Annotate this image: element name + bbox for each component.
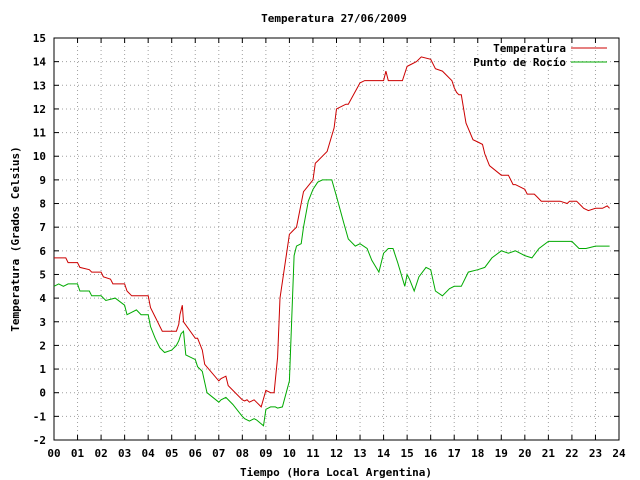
y-tick-label: 3 [39,316,46,329]
x-tick-label: 05 [165,447,178,460]
y-tick-label: -1 [33,410,47,423]
x-tick-label: 06 [189,447,203,460]
y-tick-label: 12 [33,103,46,116]
x-tick-label: 00 [47,447,60,460]
x-tick-label: 08 [236,447,249,460]
grid [54,38,619,440]
x-tick-label: 07 [212,447,225,460]
x-tick-label: 23 [589,447,602,460]
x-tick-label: 12 [330,447,343,460]
y-tick-label: 6 [39,245,46,258]
y-tick-label: 10 [33,150,46,163]
x-tick-label: 09 [259,447,272,460]
x-tick-label: 19 [495,447,508,460]
x-axis-label: Tiempo (Hora Local Argentina) [240,466,432,479]
y-tick-label: 4 [39,292,46,305]
y-tick-label: 7 [39,221,46,234]
legend-label-temperatura: Temperatura [493,42,566,55]
x-tick-label: 22 [565,447,578,460]
y-tick-label: 11 [33,127,47,140]
y-axis-label: Temperatura (Grados Celsius) [9,146,22,331]
x-tick-label: 14 [377,447,391,460]
y-tick-label: 0 [39,387,46,400]
series-lines [53,56,610,427]
x-tick-label: 21 [542,447,556,460]
x-tick-label: 17 [448,447,461,460]
x-tick-label: 04 [142,447,156,460]
x-tick-label: 02 [94,447,107,460]
plot-frame [53,37,620,441]
y-tick-label: 15 [33,32,46,45]
x-tick-label: 15 [401,447,414,460]
series-line-punto-de-rocio [53,179,610,427]
y-tick-label: 14 [33,56,47,69]
y-tick-label: 13 [33,79,46,92]
x-axis-ticks: 00 01 02 03 04 05 06 07 08 09 10 11 12 13 14 15 16 17 18 19… [47,38,626,460]
legend-label-punto-de-rocio: Punto de Rocío [473,56,566,69]
series-line-temperatura [54,56,610,408]
legend: Temperatura Punto de Rocío [473,42,607,69]
y-tick-label: -2 [33,434,46,447]
y-tick-label: 8 [39,198,46,211]
x-tick-label: 16 [424,447,438,460]
x-tick-label: 10 [283,447,296,460]
y-tick-label: 9 [39,174,46,187]
x-tick-label: 18 [471,447,484,460]
y-tick-label: 5 [39,268,46,281]
y-tick-label: 1 [39,363,46,376]
x-tick-label: 03 [118,447,131,460]
chart-title: Temperatura 27/06/2009 [261,12,407,25]
x-tick-label: 20 [518,447,531,460]
x-tick-label: 01 [71,447,85,460]
y-tick-label: 2 [39,339,46,352]
x-tick-label: 11 [306,447,320,460]
x-tick-label: 24 [612,447,626,460]
x-tick-label: 13 [353,447,366,460]
